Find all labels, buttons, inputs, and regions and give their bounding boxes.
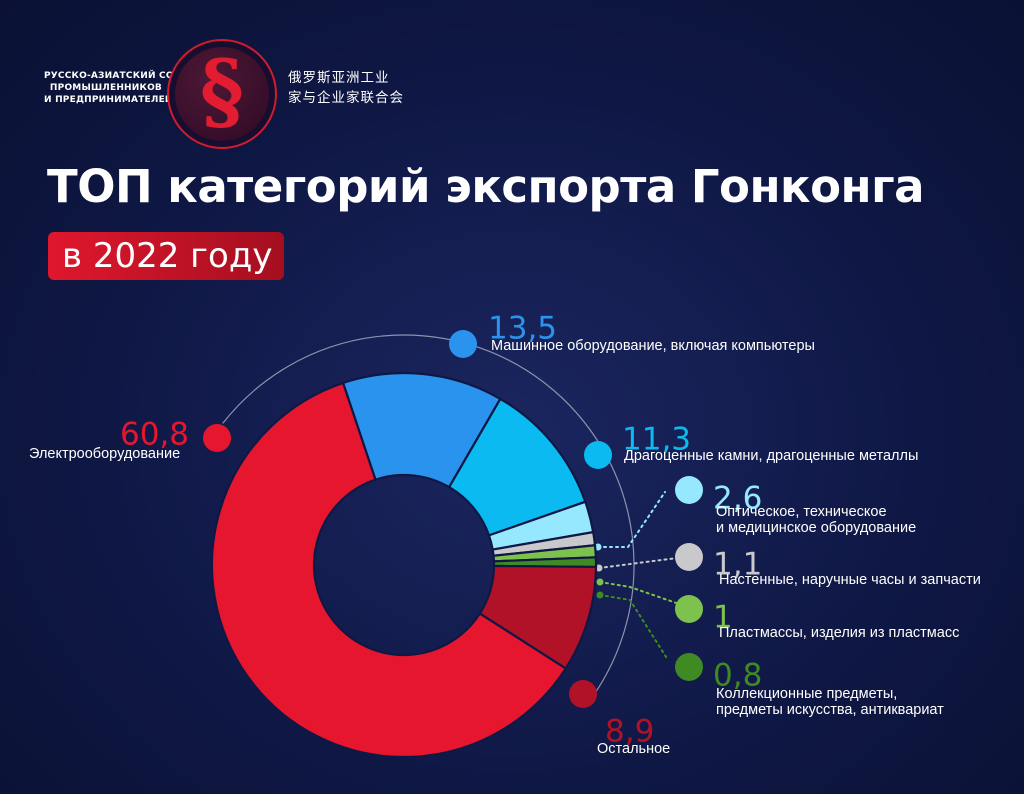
- leader-line: [598, 556, 686, 569]
- leader-dot: [596, 578, 604, 586]
- year-badge-text: в 2022 году: [62, 236, 273, 276]
- category-label: Драгоценные камни, драгоценные металлы: [624, 448, 918, 464]
- org-name-ru: РУССКО-АЗИАТСКИЙ СОЮЗ ПРОМЫШЛЕННИКОВ И П…: [44, 70, 192, 106]
- svg-text:§: §: [200, 41, 244, 140]
- leader-dot: [595, 564, 603, 572]
- legend-marker: [675, 653, 703, 681]
- legend-marker: [675, 595, 703, 623]
- category-label: Оптическое, техническое: [716, 504, 887, 520]
- legend-marker: [675, 476, 703, 504]
- category-label: Машинное оборудование, включая компьютер…: [491, 338, 815, 354]
- category-label: Пластмассы, изделия из пластмасс: [719, 625, 959, 641]
- data-label: 0,8: [713, 658, 762, 694]
- legend-marker: [675, 543, 703, 571]
- category-label: Электрооборудование: [29, 446, 180, 462]
- page-title: ТОП категорий экспорта Гонконга: [47, 160, 925, 213]
- donut-slice: [210, 381, 568, 759]
- legend-marker: [584, 441, 612, 469]
- category-label: Остальное: [597, 741, 670, 757]
- data-label: 1,1: [713, 547, 762, 583]
- category-label: предметы искусства, антиквариат: [716, 702, 944, 718]
- leader-dot: [596, 591, 604, 599]
- data-label: 13,5: [488, 311, 557, 347]
- data-label: 60,8: [120, 417, 189, 453]
- leader-line: [597, 491, 666, 548]
- leader-line: [599, 581, 686, 607]
- org-name-cn-line: 家与企业家联合会: [288, 90, 404, 106]
- data-label: 8,9: [605, 714, 654, 750]
- section-sign-icon: §: [167, 39, 277, 149]
- org-name-line: ПРОМЫШЛЕННИКОВ: [49, 83, 162, 93]
- org-name-line: И ПРЕДПРИНИМАТЕЛЕЙ: [44, 95, 173, 105]
- category-label: Настенные, наручные часы и запчасти: [719, 572, 981, 588]
- leader-line: [599, 594, 669, 661]
- category-label: и медицинское оборудование: [716, 520, 916, 536]
- legend-marker: [569, 680, 597, 708]
- year-badge: в 2022 году: [48, 232, 284, 280]
- org-name-cn-line: 俄罗斯亚洲工业: [288, 70, 390, 86]
- legend-marker: [449, 330, 477, 358]
- legend-marker: [203, 424, 231, 452]
- data-label: 11,3: [622, 422, 691, 458]
- donut-slice: [341, 371, 502, 489]
- data-label: 2,6: [713, 481, 762, 517]
- org-name-cn: 俄罗斯亚洲工业 家与企业家联合会: [288, 68, 404, 108]
- data-label: 1: [713, 600, 733, 636]
- category-label: Коллекционные предметы,: [716, 686, 897, 702]
- guide-arc: [222, 334, 635, 707]
- org-name-line: РУССКО-АЗИАТСКИЙ СОЮЗ: [44, 71, 192, 81]
